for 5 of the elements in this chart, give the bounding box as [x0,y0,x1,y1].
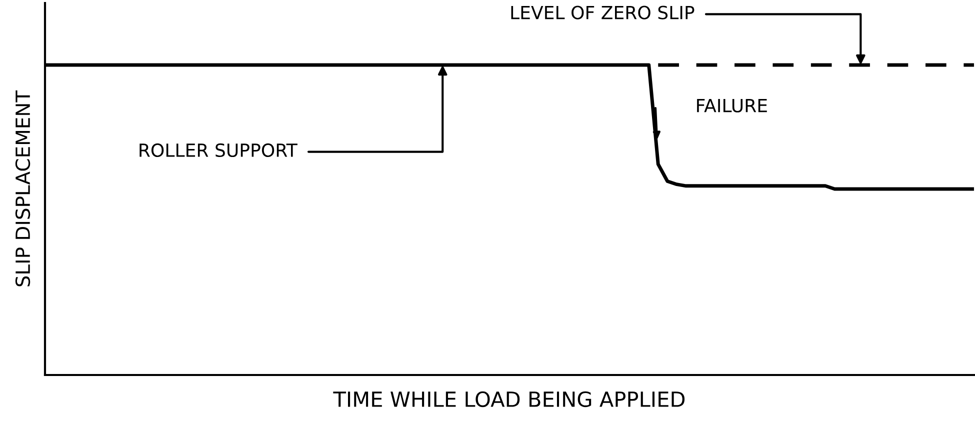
y-axis-title: SLIP DISPLACEMENT [15,90,30,286]
annotation: FAILURE [697,98,767,112]
annotation: ROLLER SUPPORT [140,143,298,158]
text: LEVEL OF ZERO SLIP [511,6,694,20]
x-axis-title: TIME WHILE LOAD BEING APPLIED [333,391,685,408]
